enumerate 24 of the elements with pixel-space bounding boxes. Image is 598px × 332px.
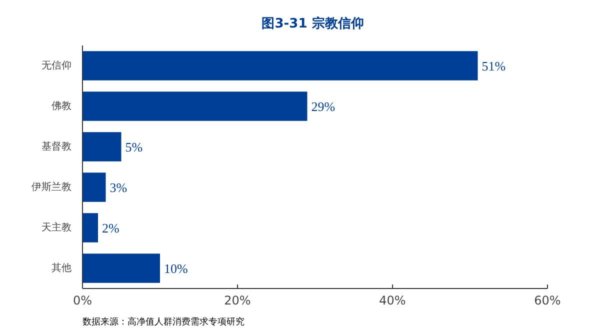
data-label: 10% — [164, 260, 188, 276]
bar — [82, 213, 98, 242]
bar — [82, 254, 160, 283]
bar — [82, 132, 122, 162]
x-tick-label: 0% — [72, 294, 92, 308]
y-tick-label: 佛教 — [52, 100, 72, 112]
chart-title: 图3-31 宗教信仰 — [262, 16, 364, 32]
y-tick-label: 基督教 — [42, 140, 72, 152]
data-label: 2% — [102, 220, 120, 236]
y-tick-label: 伊斯兰教 — [32, 180, 72, 193]
source-note: 数据来源：高净值人群消费需求专项研究 — [82, 316, 244, 328]
x-tick-label: 40% — [379, 294, 406, 308]
data-label: 29% — [311, 98, 336, 114]
x-tick-label: 20% — [224, 294, 251, 308]
y-tick-label: 天主教 — [42, 221, 72, 234]
y-tick-label: 其他 — [52, 262, 72, 274]
data-label: 3% — [110, 180, 128, 195]
data-label: 5% — [125, 139, 143, 154]
data-label: 51% — [482, 58, 506, 74]
bar — [82, 51, 478, 80]
y-tick-label: 无信仰 — [42, 59, 72, 72]
bar — [82, 172, 106, 202]
x-tick-label: 60% — [534, 294, 561, 308]
bar — [82, 92, 308, 121]
